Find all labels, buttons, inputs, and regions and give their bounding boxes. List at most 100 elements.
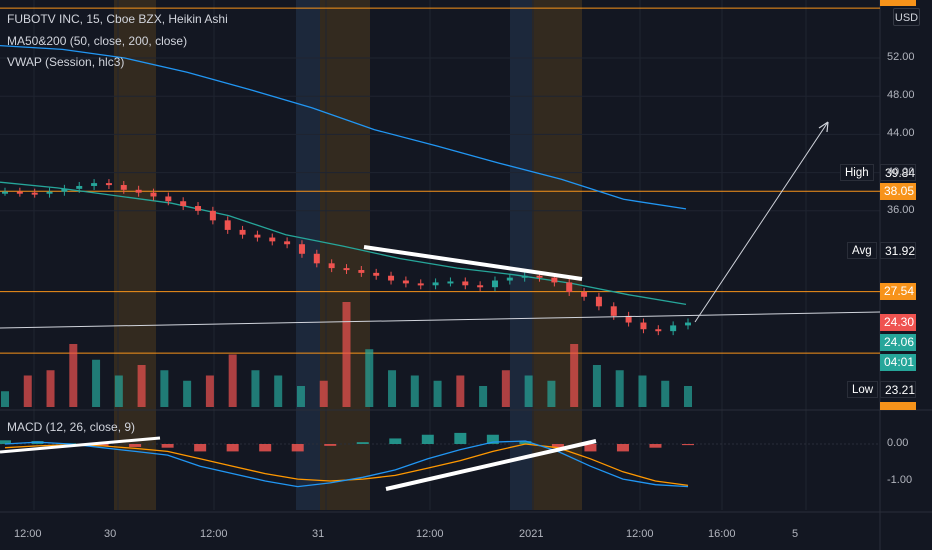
price-tag-avg: Avg [847,242,877,259]
candle [358,270,365,273]
projection-arrow-head [818,121,829,133]
candle [239,229,246,235]
macd-histogram-bar [584,444,597,452]
macd-tick-label: 0.00 [887,437,909,449]
macd-histogram-bar [616,444,629,452]
macd-histogram-bar [519,441,532,444]
candle [298,244,305,254]
candle [685,322,691,326]
candle [328,263,335,269]
support-line [0,311,881,329]
candle [76,185,83,189]
macd-histogram-bar [421,434,434,444]
candle [506,277,513,281]
candle [150,192,157,197]
candle [536,275,543,278]
volume-bar [501,370,510,407]
candle [120,185,127,190]
candle [655,329,662,332]
candle [566,282,573,292]
macd-histogram-bar [551,444,564,448]
macd-histogram-bar [226,444,239,452]
volume-bar [296,386,305,407]
volume-bar [570,344,579,407]
candle [595,296,602,307]
macd-histogram-bar [291,444,304,452]
session-band-4 [532,0,582,510]
macd-trend-line [385,439,597,491]
candle [195,206,202,211]
volume-bar [46,370,55,407]
price-label-1: 38.05 [880,183,916,200]
candle [135,189,142,193]
currency-badge[interactable]: USD [893,8,920,26]
volume-bar [92,359,101,407]
price-label-6: 04:01 [880,354,916,371]
candle [491,280,498,288]
candle [31,192,38,195]
macd-trend-line-left [0,436,161,454]
volume-bar [23,375,32,407]
volume-bar [205,375,214,407]
candle [91,183,98,186]
candle [373,272,380,276]
price-label-top [880,0,916,6]
candle [254,234,261,238]
volume-bar [342,302,351,407]
price-label-7: 23.21 [880,381,916,398]
candle [402,280,409,284]
candle [625,315,632,323]
price-trend-line [363,245,583,281]
time-tick-label: 12:00 [14,528,42,540]
macd-histogram-bar [194,444,207,452]
session-band-3 [510,0,532,510]
volume-bar [160,370,169,407]
ma-legend[interactable]: MA50&200 (50, close, 200, close) [7,34,188,48]
price-label-2: 31.92 [880,242,916,259]
volume-bar [661,380,670,407]
volume-bar [615,370,624,407]
volume-bar [479,386,488,407]
price-label-bottom [880,402,916,410]
macd-histogram-bar [649,444,662,448]
macd-histogram-bar [389,438,402,444]
vwap-legend[interactable]: VWAP (Session, hlc3) [7,55,125,69]
macd-histogram-bar [356,442,369,444]
macd-histogram-bar [161,444,174,448]
candle [16,191,23,194]
candle [581,291,588,297]
macd-histogram-bar [259,444,272,452]
macd-histogram-bar [324,444,337,446]
candle [388,275,395,281]
time-tick-label: 16:00 [708,528,736,540]
session-band-0 [114,0,156,510]
volume-bar [251,370,260,407]
candle [670,325,677,332]
volume-bar [183,380,192,407]
candle [284,241,291,245]
volume-bar [114,375,123,407]
volume-bar [524,375,533,407]
volume-bar [319,380,328,407]
candle [165,196,172,202]
price-tick-label: 36.00 [887,203,915,216]
candle [269,237,276,242]
time-tick-label: 2021 [519,528,544,540]
price-label-0: 39.84 [880,164,916,181]
candle [61,188,68,192]
projection-arrow-line [694,121,829,323]
macd-histogram-bar [454,432,467,444]
candle [551,277,558,283]
macd-legend[interactable]: MACD (12, 26, close, 9) [7,420,136,434]
volume-bar [365,349,374,407]
chart-title: FUBOTV INC, 15, Cboe BZX, Heikin Ashi [7,12,228,26]
volume-bar [410,375,419,407]
macd-line [4,440,689,488]
time-tick-label: 12:00 [200,528,228,540]
candle [343,268,350,271]
volume-bar [547,380,556,407]
volume-bar [137,365,146,407]
price-tick-label: 48.00 [887,89,915,102]
candle [417,283,424,286]
